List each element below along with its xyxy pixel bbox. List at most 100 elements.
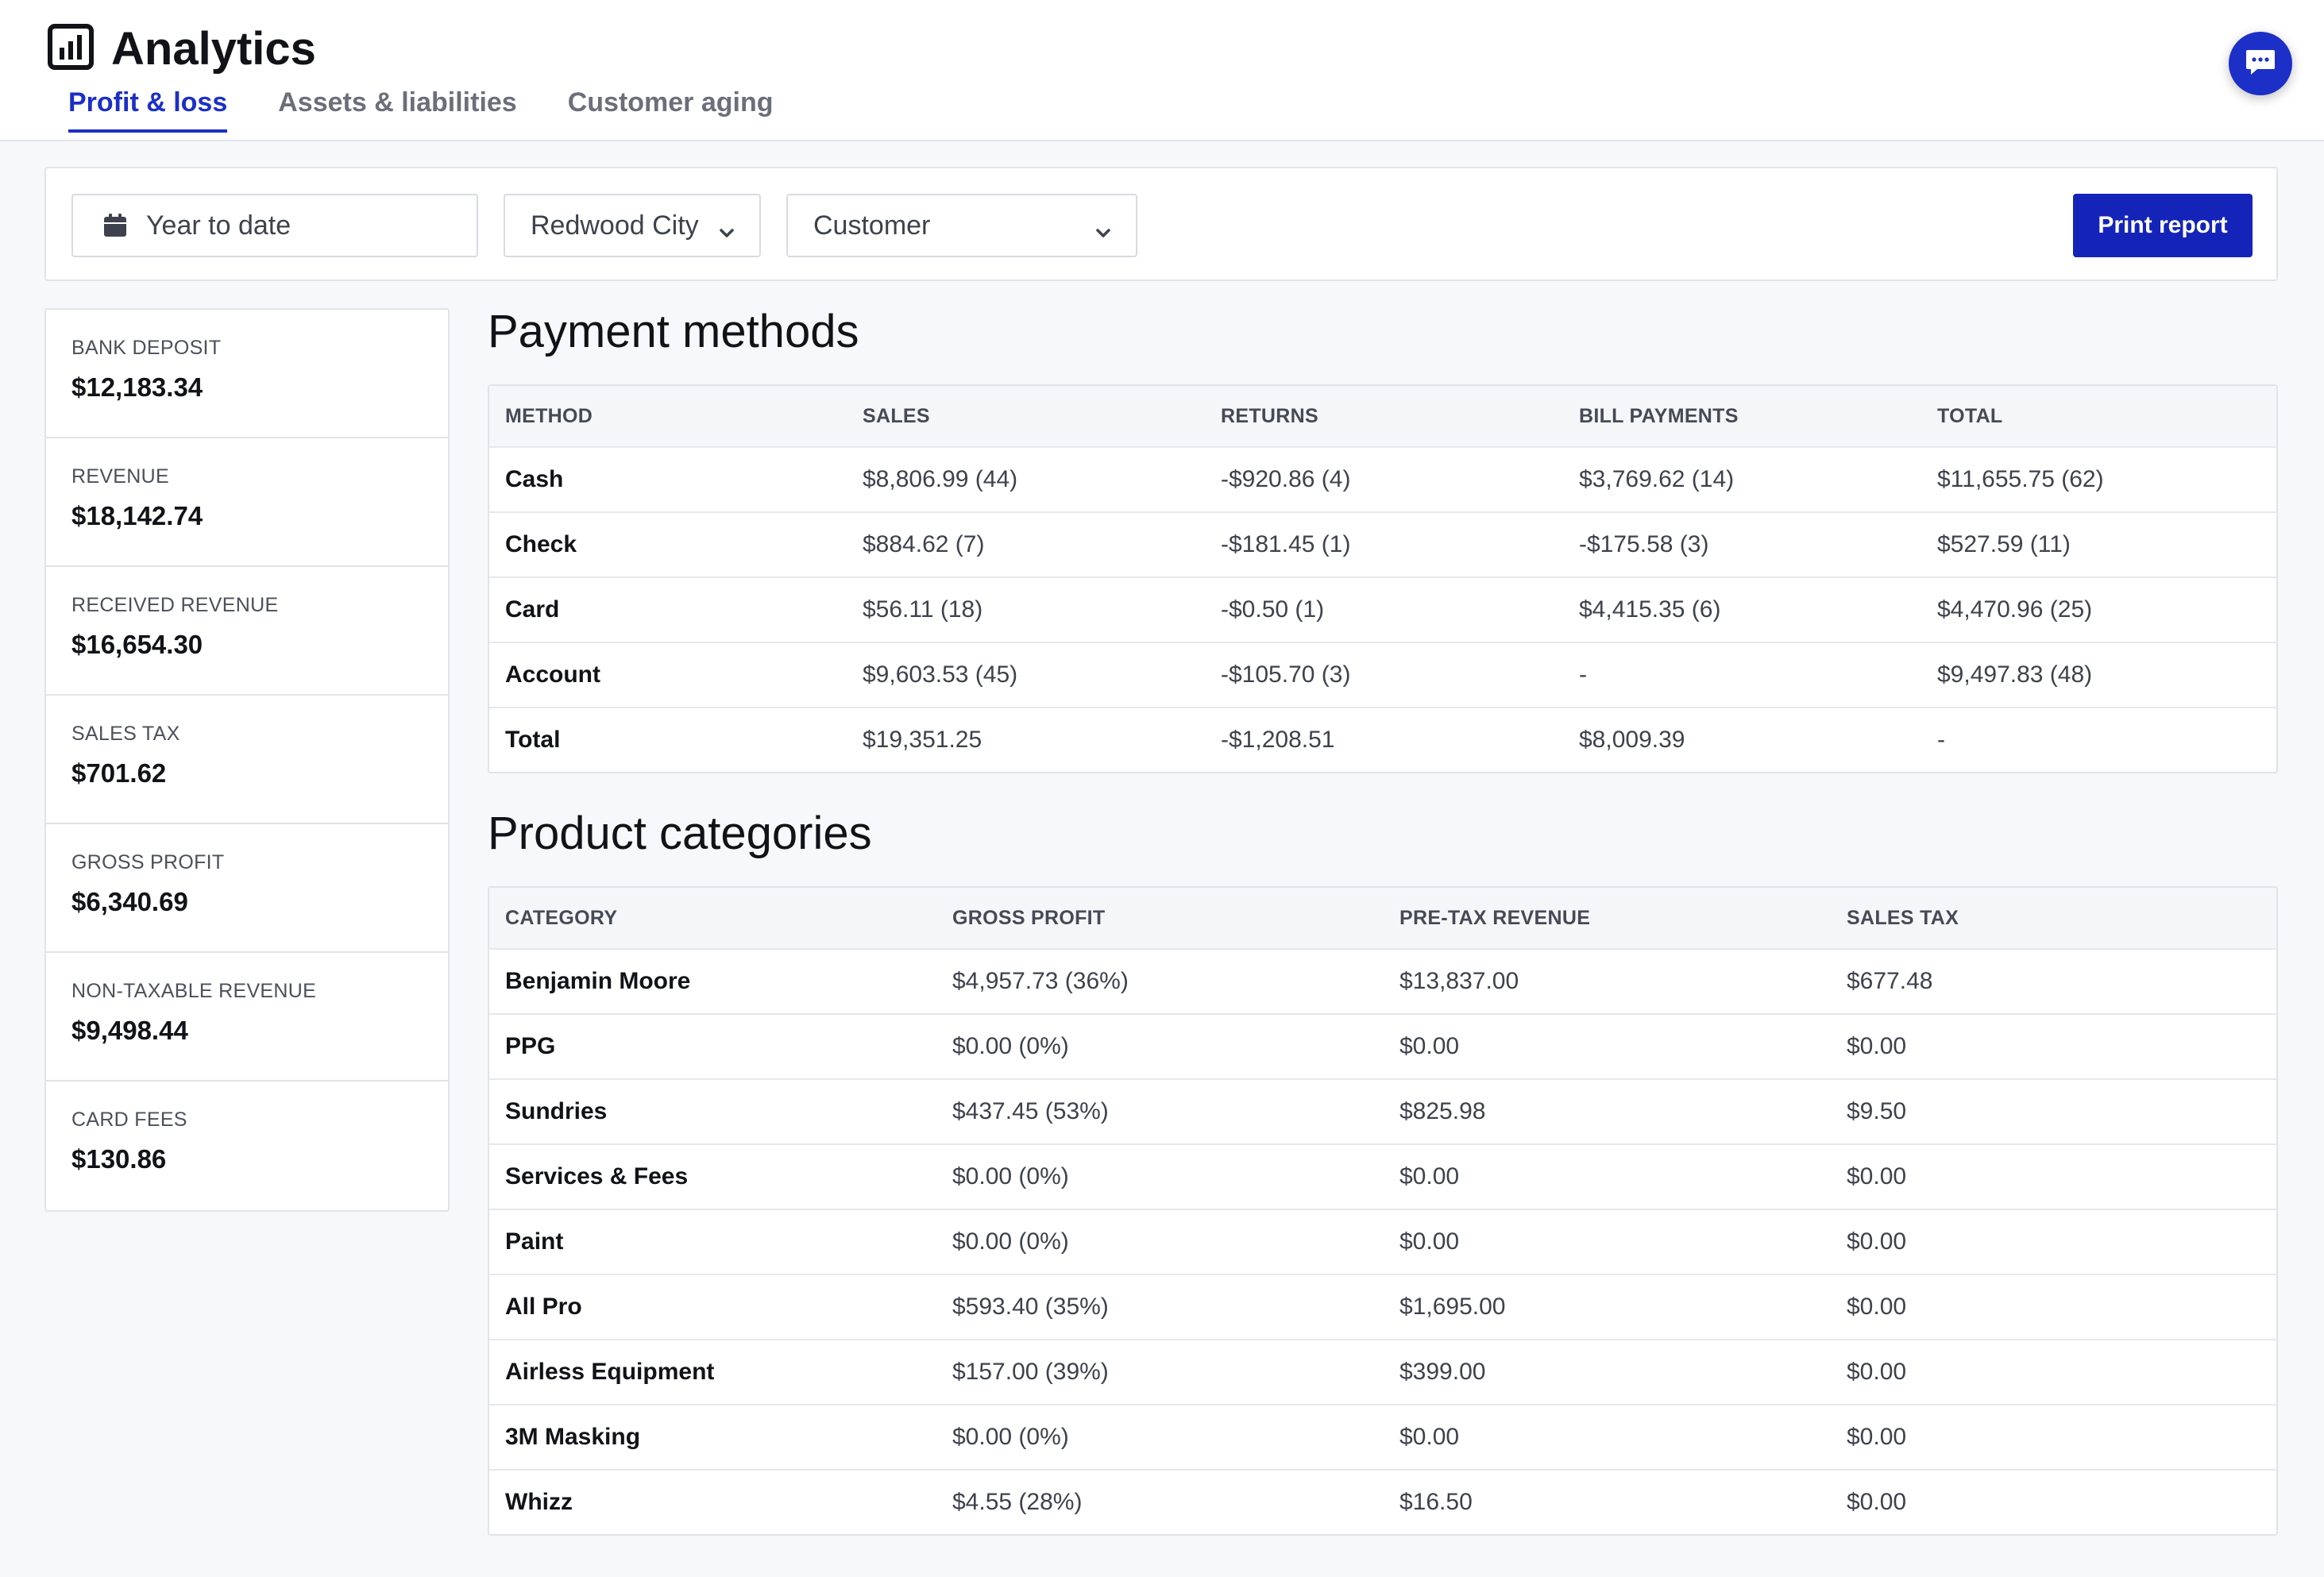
table-cell: $16.50 (1399, 1489, 1473, 1515)
stat-label: SALES TAX (71, 723, 180, 745)
table-cell: $399.00 (1399, 1359, 1486, 1385)
table-cell: $0.00 (1399, 1163, 1460, 1189)
stat-received-revenue: RECEIVED REVENUE $16,654.30 (46, 567, 448, 696)
table-cell: $527.59 (11) (1937, 531, 2071, 557)
table-cell: $0.00 (1847, 1163, 1907, 1189)
customer-select[interactable]: Customer (786, 194, 1137, 257)
table-cell: $56.11 (18) (863, 596, 983, 623)
table-row: Paint $0.00 (0%) $0.00 $0.00 (489, 1209, 2276, 1274)
column-header: SALES (863, 404, 930, 427)
location-value: Redwood City (531, 210, 699, 241)
chevron-down-icon (1094, 218, 1112, 249)
stat-label: REVENUE (71, 465, 169, 488)
stat-revenue: REVENUE $18,142.74 (46, 438, 448, 567)
stat-label: NON-TAXABLE REVENUE (71, 980, 317, 1002)
print-report-button[interactable]: Print report (2073, 194, 2253, 257)
table-cell: -$181.45 (1) (1221, 531, 1351, 557)
table-cell: -$1,208.51 (1221, 727, 1335, 753)
calendar-icon (102, 212, 129, 239)
stat-value: $16,654.30 (71, 630, 203, 659)
table-row: Check $884.62 (7) -$181.45 (1) -$175.58 … (489, 511, 2276, 576)
table-cell: $4,415.35 (6) (1579, 596, 1721, 623)
table-cell: $8,806.99 (44) (863, 466, 1018, 492)
payment-methods-title: Payment methods (488, 306, 859, 357)
table-header: CATEGORY GROSS PROFIT PRE-TAX REVENUE SA… (489, 888, 2276, 948)
table-cell: Cash (505, 466, 564, 492)
table-cell: Paint (505, 1228, 564, 1255)
table-row-total: Total $19,351.25 -$1,208.51 $8,009.39 - (489, 707, 2276, 772)
table-cell: Check (505, 531, 577, 557)
table-cell: $4.55 (28%) (952, 1489, 1083, 1515)
table-cell: $0.00 (0%) (952, 1163, 1069, 1189)
date-range-picker[interactable]: Year to date (71, 194, 478, 257)
table-cell: - (1579, 661, 1587, 688)
table-cell: $4,957.73 (36%) (952, 968, 1129, 994)
stat-value: $6,340.69 (71, 887, 188, 916)
stat-label: RECEIVED REVENUE (71, 594, 279, 616)
table-cell: $437.45 (53%) (952, 1098, 1109, 1124)
table-cell: $0.00 (1847, 1294, 1907, 1320)
stat-non-taxable-revenue: NON-TAXABLE REVENUE $9,498.44 (46, 953, 448, 1082)
table-cell: -$175.58 (3) (1579, 531, 1709, 557)
table-row: Benjamin Moore $4,957.73 (36%) $13,837.0… (489, 948, 2276, 1013)
table-cell: Airless Equipment (505, 1359, 715, 1385)
table-cell: $677.48 (1847, 968, 1933, 994)
location-select[interactable]: Redwood City (504, 194, 761, 257)
tab-profit-loss[interactable]: Profit & loss (68, 87, 228, 133)
table-cell: $9,497.83 (48) (1937, 661, 2093, 688)
stat-value: $12,183.34 (71, 372, 203, 402)
table-row: Services & Fees $0.00 (0%) $0.00 $0.00 (489, 1143, 2276, 1209)
chat-bubble-icon (2244, 45, 2277, 83)
page-title: Analytics (111, 22, 316, 75)
table-cell: $9.50 (1847, 1098, 1907, 1124)
product-categories-table: CATEGORY GROSS PROFIT PRE-TAX REVENUE SA… (488, 886, 2278, 1536)
date-range-value: Year to date (146, 210, 291, 241)
summary-stats: BANK DEPOSIT $12,183.34 REVENUE $18,142.… (44, 308, 450, 1212)
stat-value: $701.62 (71, 758, 167, 788)
table-row: All Pro $593.40 (35%) $1,695.00 $0.00 (489, 1274, 2276, 1339)
column-header: CATEGORY (505, 906, 618, 929)
payment-methods-table: METHOD SALES RETURNS BILL PAYMENTS TOTAL… (488, 384, 2278, 773)
table-cell: -$920.86 (4) (1221, 466, 1351, 492)
table-cell: $0.00 (1399, 1033, 1460, 1059)
table-cell: Whizz (505, 1489, 573, 1515)
table-cell: All Pro (505, 1294, 582, 1320)
table-header: METHOD SALES RETURNS BILL PAYMENTS TOTAL (489, 386, 2276, 446)
table-cell: Benjamin Moore (505, 968, 691, 994)
table-cell: $825.98 (1399, 1098, 1486, 1124)
table-row: Whizz $4.55 (28%) $16.50 $0.00 (489, 1469, 2276, 1534)
stat-value: $9,498.44 (71, 1016, 188, 1045)
table-cell: Services & Fees (505, 1163, 689, 1189)
table-cell: Sundries (505, 1098, 608, 1124)
column-header: PRE-TAX REVENUE (1399, 906, 1591, 929)
column-header: GROSS PROFIT (952, 906, 1106, 929)
stat-label: BANK DEPOSIT (71, 337, 222, 359)
column-header: RETURNS (1221, 404, 1318, 427)
product-categories-title: Product categories (488, 808, 872, 859)
tab-customer-aging[interactable]: Customer aging (567, 87, 774, 118)
table-cell: -$105.70 (3) (1221, 661, 1351, 688)
table-cell: $0.00 (1847, 1424, 1907, 1450)
column-header: METHOD (505, 404, 593, 427)
table-cell: $9,603.53 (45) (863, 661, 1018, 688)
table-cell: $19,351.25 (863, 727, 982, 753)
table-row: Card $56.11 (18) -$0.50 (1) $4,415.35 (6… (489, 576, 2276, 642)
table-cell: 3M Masking (505, 1424, 641, 1450)
table-cell: $3,769.62 (14) (1579, 466, 1735, 492)
table-cell: -$0.50 (1) (1221, 596, 1325, 623)
tab-assets-liabilities[interactable]: Assets & liabilities (278, 87, 517, 118)
table-cell: - (1937, 727, 1945, 753)
table-row: Cash $8,806.99 (44) -$920.86 (4) $3,769.… (489, 446, 2276, 511)
table-cell: PPG (505, 1033, 556, 1059)
table-cell: $0.00 (0%) (952, 1424, 1069, 1450)
table-row: Sundries $437.45 (53%) $825.98 $9.50 (489, 1078, 2276, 1143)
table-cell: $1,695.00 (1399, 1294, 1506, 1320)
chat-button[interactable] (2229, 32, 2292, 95)
stat-label: CARD FEES (71, 1109, 187, 1131)
app-header: Analytics Profit & loss Assets & liabili… (0, 0, 2324, 141)
report-tabs: Profit & loss Assets & liabilities Custo… (68, 87, 774, 133)
table-row: Account $9,603.53 (45) -$105.70 (3) - $9… (489, 642, 2276, 707)
column-header: SALES TAX (1847, 906, 1959, 929)
table-cell: Total (505, 727, 561, 753)
stat-bank-deposit: BANK DEPOSIT $12,183.34 (46, 310, 448, 438)
